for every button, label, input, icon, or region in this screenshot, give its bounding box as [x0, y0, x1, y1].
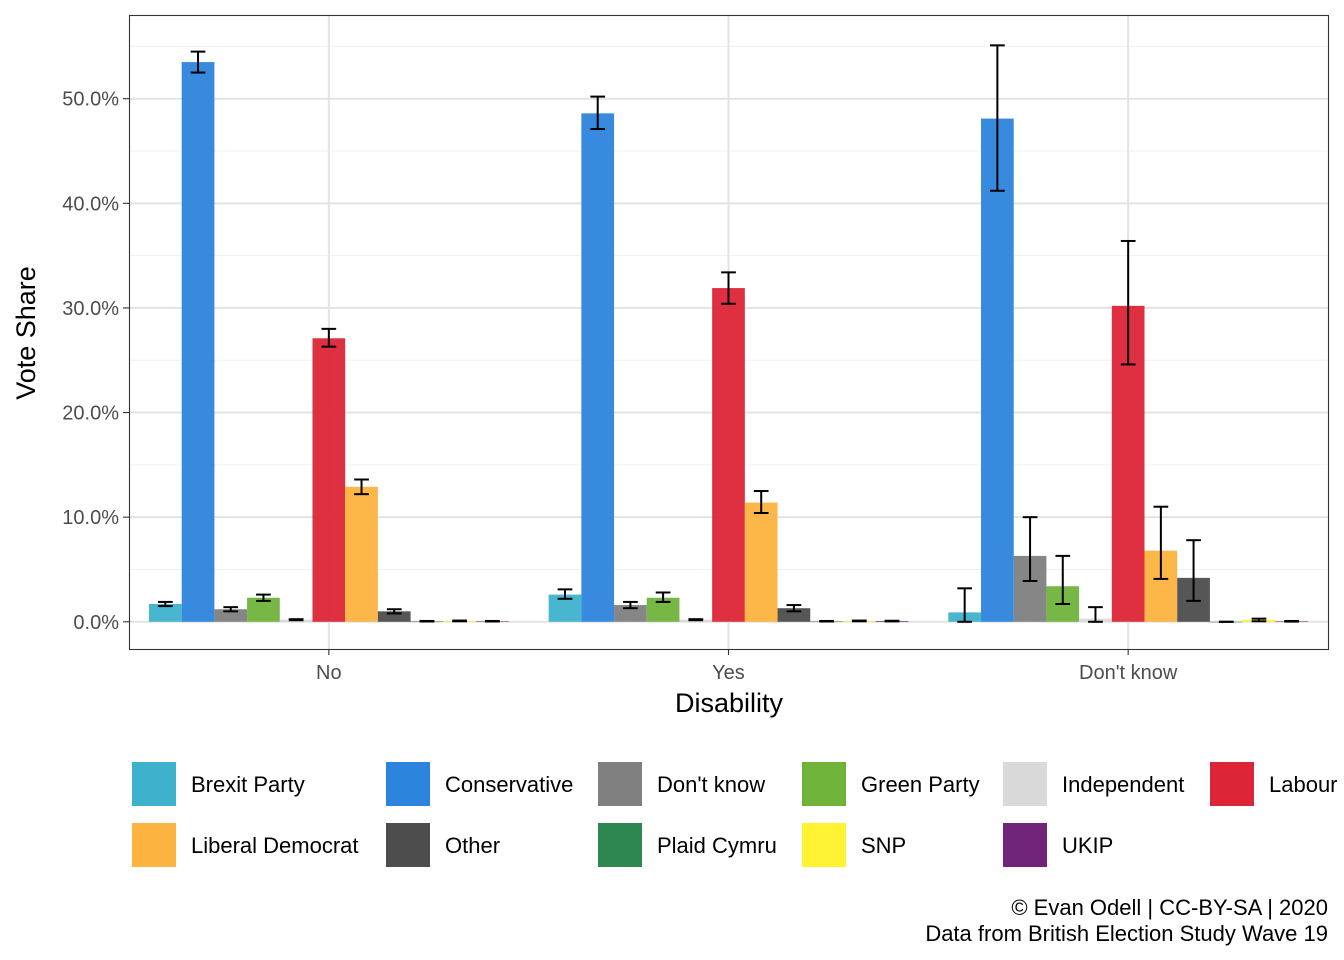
bar-brexit-party	[148, 604, 182, 622]
legend-label: Other	[445, 833, 501, 858]
legend-key-swatch	[386, 823, 430, 867]
legend-key-swatch	[1210, 762, 1254, 806]
error-bar	[1284, 619, 1300, 623]
error-bar	[590, 95, 606, 131]
y-tick-label: 30.0%	[62, 298, 119, 320]
legend-label: Independent	[1062, 772, 1185, 797]
y-axis: 0.0% 10.0% 20.0% 30.0% 40.0% 50.0%	[62, 89, 129, 634]
legend-label: UKIP	[1062, 833, 1114, 858]
legend-key-swatch	[1003, 823, 1047, 867]
y-tick-label: 50.0%	[62, 89, 119, 111]
error-bar	[1120, 239, 1136, 366]
y-tick-label: 10.0%	[62, 507, 119, 529]
error-bar	[1153, 505, 1169, 580]
legend-label: Conservative	[445, 772, 574, 797]
legend-key-swatch	[802, 762, 846, 806]
error-bar	[386, 608, 402, 615]
error-bar	[190, 50, 206, 74]
error-bar	[1022, 516, 1038, 582]
bar-other	[777, 608, 811, 622]
error-bar	[157, 600, 173, 608]
bar-conservative	[181, 62, 215, 622]
y-tick-label: 20.0%	[62, 403, 119, 425]
legend-label: Labour	[1269, 772, 1338, 797]
legend-key-swatch	[386, 762, 430, 806]
caption-line-2: Data from British Election Study Wave 19	[925, 921, 1328, 946]
error-bar	[452, 619, 467, 623]
legend-key-swatch	[598, 823, 642, 867]
legend-key-swatch	[598, 762, 642, 806]
error-bar	[851, 619, 867, 623]
legend-label: Green Party	[861, 772, 980, 797]
y-axis-title: Vote Share	[11, 266, 41, 400]
bar-don-t-know	[614, 605, 647, 622]
legend-key-swatch	[802, 823, 846, 867]
legend-label: Brexit Party	[191, 772, 305, 797]
error-bar	[884, 619, 900, 623]
error-bar	[256, 593, 271, 602]
x-axis-title: Disability	[675, 688, 784, 718]
error-bar	[623, 600, 638, 610]
error-bar	[990, 44, 1005, 192]
bars	[148, 62, 1309, 623]
error-bar	[321, 327, 337, 348]
y-tick-label: 40.0%	[62, 193, 119, 215]
legend-key-swatch	[132, 762, 176, 806]
error-bar	[655, 591, 671, 603]
legend-key-swatch	[132, 823, 176, 867]
legend-label: Don't know	[657, 772, 766, 797]
legend-key-swatch	[1003, 762, 1047, 806]
y-tick-label: 0.0%	[73, 612, 119, 634]
error-bar	[484, 619, 500, 623]
error-bar	[223, 606, 239, 613]
error-bar	[819, 619, 834, 623]
bar-labour	[712, 288, 745, 622]
bar-other	[377, 611, 411, 622]
error-bar	[354, 478, 369, 496]
bar-liberal-democrat	[345, 486, 378, 622]
error-bar	[688, 618, 704, 622]
error-bar	[1186, 539, 1201, 602]
bar-conservative	[581, 113, 615, 622]
error-bar	[1055, 554, 1071, 606]
error-bar	[721, 271, 736, 305]
legend-label: Plaid Cymru	[657, 833, 777, 858]
x-axis: No Yes Don't know	[316, 649, 1178, 684]
bar-liberal-democrat	[744, 502, 778, 622]
bar-labour	[312, 338, 346, 622]
x-tick-label: Don't know	[1079, 662, 1178, 684]
legend-label: Liberal Democrat	[191, 833, 359, 858]
error-bar	[753, 490, 769, 514]
caption: © Evan Odell | CC-BY-SA | 2020 Data from…	[925, 895, 1328, 947]
caption-line-1: © Evan Odell | CC-BY-SA | 2020	[1011, 895, 1328, 920]
bar-conservative	[981, 118, 1014, 622]
error-bar	[557, 588, 573, 600]
error-bar	[957, 587, 973, 623]
error-bar	[786, 604, 802, 613]
error-bars	[157, 44, 1300, 623]
bar-don-t-know	[214, 609, 248, 622]
error-bar	[1088, 606, 1103, 623]
x-tick-label: No	[316, 662, 342, 684]
error-bar	[1251, 617, 1267, 623]
error-bar	[288, 618, 304, 622]
error-bar	[419, 619, 435, 623]
legend-label: SNP	[861, 833, 907, 858]
x-tick-label: Yes	[712, 662, 745, 684]
